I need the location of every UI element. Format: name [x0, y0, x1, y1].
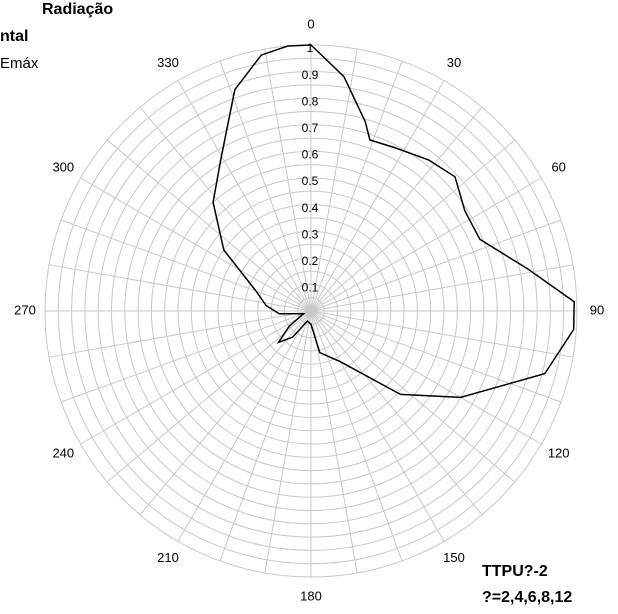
- r-tick-label: 0.4: [302, 201, 319, 215]
- angle-tick-label: 330: [157, 55, 179, 70]
- radial-grid-line: [177, 310, 312, 542]
- r-tick-label: 0.1: [302, 281, 319, 295]
- radial-grid-line: [48, 264, 312, 312]
- radial-grid-line: [80, 310, 312, 445]
- angle-tick-label: 0: [307, 16, 314, 31]
- title-line: Radiação: [42, 1, 113, 18]
- radial-grid-line: [310, 219, 562, 312]
- subtitle: Emáx: [0, 55, 39, 72]
- radial-grid-line: [60, 219, 312, 312]
- radial-grid-line: [139, 106, 312, 312]
- pattern-line: [212, 44, 575, 399]
- radial-grid-line: [264, 48, 312, 312]
- radial-grid-line: [310, 60, 403, 312]
- radial-grid-line: [310, 106, 483, 312]
- radial-grid-line: [310, 310, 403, 562]
- radial-grid-line: [60, 310, 312, 403]
- radial-grid-line: [264, 310, 312, 574]
- r-tick-label: 0.3: [302, 227, 319, 241]
- radial-grid-line: [310, 264, 574, 312]
- annotation: TTPU?-2: [482, 563, 548, 580]
- radial-grid-line: [106, 139, 312, 312]
- angle-tick-label: 150: [443, 550, 465, 565]
- radial-grid-line: [310, 48, 358, 312]
- radial-grid-line: [48, 310, 312, 358]
- radial-grid-line: [310, 310, 483, 516]
- r-tick-label: 0.2: [302, 254, 319, 268]
- radial-grid-line: [310, 310, 445, 542]
- radial-grid-line: [106, 310, 312, 483]
- radial-grid-line: [177, 80, 312, 312]
- radial-grid-line: [310, 310, 574, 358]
- radial-grid-line: [80, 177, 312, 312]
- angle-tick-label: 180: [300, 588, 322, 603]
- radial-grid-line: [310, 80, 445, 312]
- angle-tick-label: 300: [52, 159, 74, 174]
- radial-grid-line: [310, 310, 516, 483]
- angle-tick-label: 210: [157, 550, 179, 565]
- radial-grid-line: [310, 310, 542, 445]
- radial-grid-line: [310, 310, 562, 403]
- title-line: ntal: [0, 28, 28, 45]
- angle-tick-label: 270: [14, 302, 36, 317]
- radial-grid-line: [310, 139, 516, 312]
- radial-grid-line: [219, 310, 312, 562]
- radial-grid-line: [310, 310, 358, 574]
- angle-tick-label: 120: [548, 445, 570, 460]
- r-tick-label: 0.9: [302, 68, 319, 82]
- r-tick-label: 1: [307, 41, 314, 55]
- r-tick-label: 0.7: [302, 121, 319, 135]
- radial-grid-line: [219, 60, 312, 312]
- radial-grid-line: [139, 310, 312, 516]
- angle-tick-label: 240: [52, 445, 74, 460]
- angle-tick-label: 60: [551, 159, 565, 174]
- angle-tick-label: 90: [590, 302, 604, 317]
- annotation: ?=2,4,6,8,12: [482, 589, 572, 606]
- r-tick-label: 0.5: [302, 174, 319, 188]
- angle-tick-label: 30: [447, 55, 461, 70]
- radial-grid-line: [310, 177, 542, 312]
- r-tick-label: 0.8: [302, 94, 319, 108]
- r-tick-label: 0.6: [302, 148, 319, 162]
